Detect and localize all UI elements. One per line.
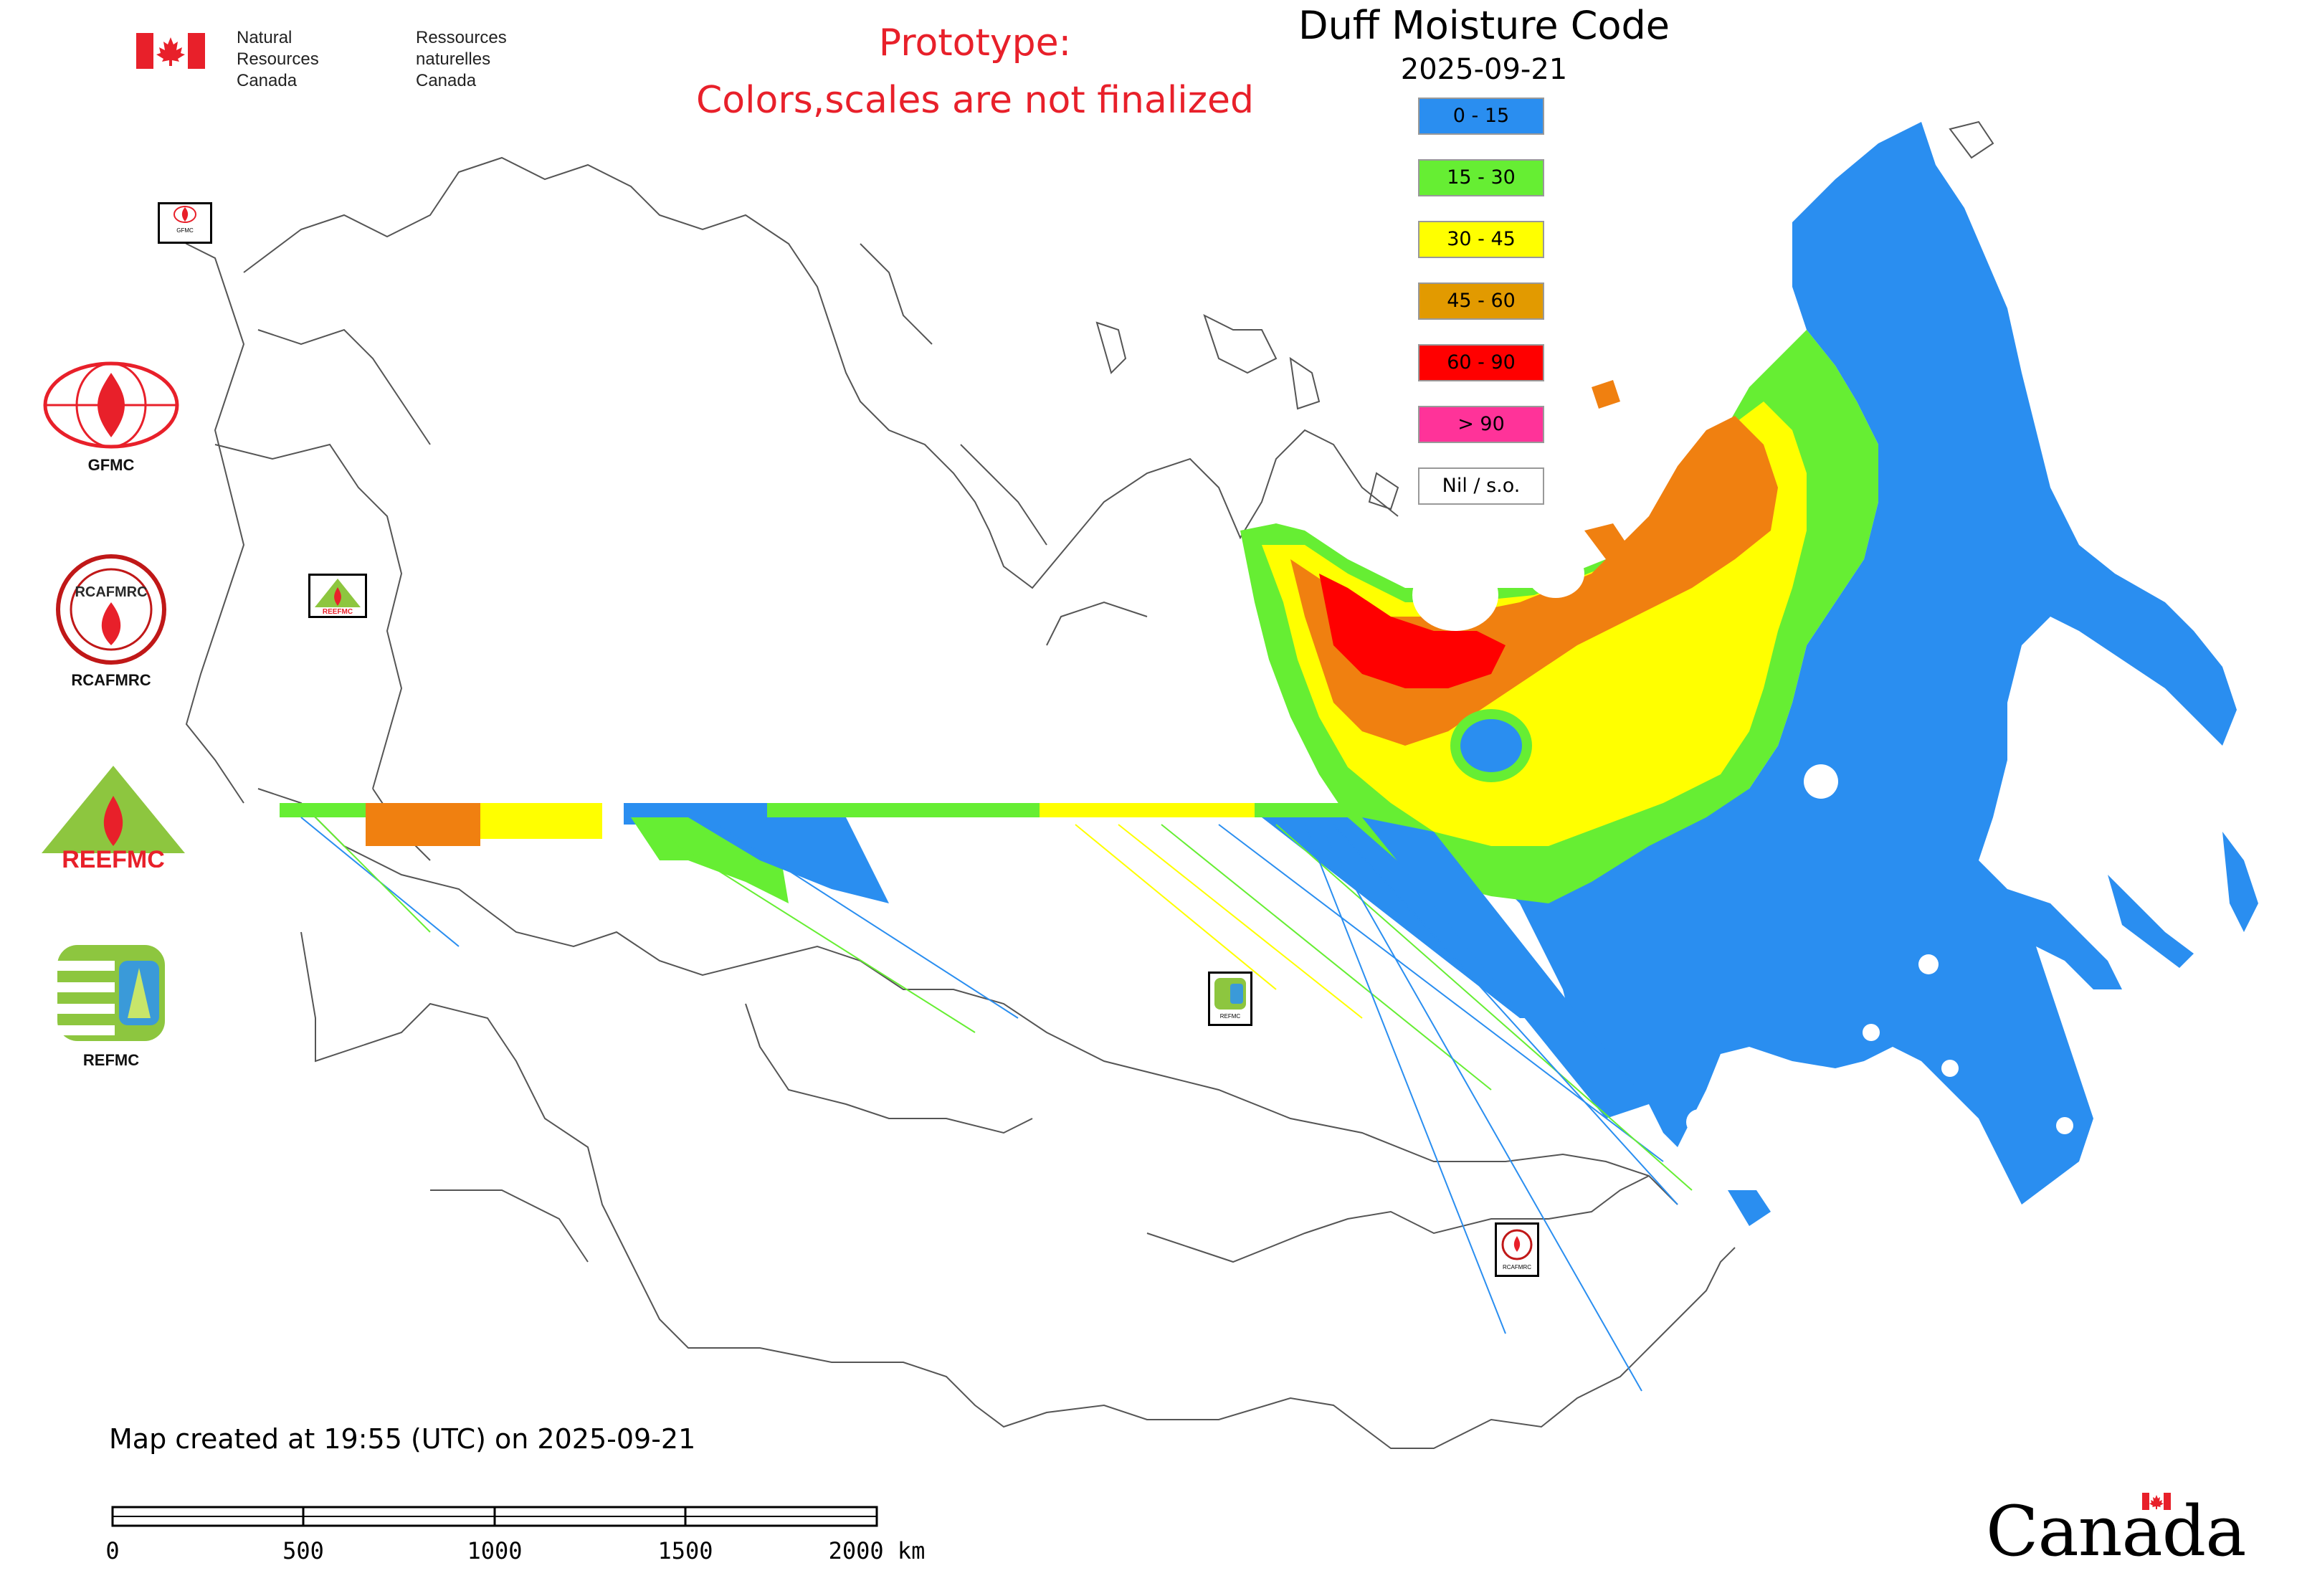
no-data-hole	[1863, 1024, 1880, 1041]
scale-label-500: 500	[282, 1537, 324, 1564]
rcafmrc-label: RCAFMRC	[71, 671, 151, 689]
prototype-line2: Colors,scales are not finalized	[695, 79, 1255, 122]
reefmc-marker-label: REEFMC	[323, 608, 353, 616]
refmc-logo-block: REFMC	[50, 939, 172, 1070]
refmc-map-marker[interactable]: REFMC	[1208, 972, 1252, 1026]
scale-label-0: 0	[105, 1537, 120, 1564]
no-data-hole	[1527, 549, 1584, 598]
gfmc-logo-block: GFMC	[36, 358, 186, 475]
no-data-hole	[1941, 1060, 1959, 1077]
legend-item-nil: Nil / s.o.	[1418, 467, 1544, 505]
map-title: Duff Moisture Code	[1298, 3, 1670, 48]
canada-wordmark-flag-icon	[2142, 1493, 2171, 1510]
rcafmrc-marker-label: RCAFMRC	[1503, 1264, 1531, 1270]
dmc-island	[1592, 380, 1620, 409]
streak-strip	[1040, 803, 1255, 817]
agency-name-fr: Ressources naturelles Canada	[416, 27, 507, 92]
dmc-island	[2108, 875, 2194, 968]
scale-label-1000: 1000	[467, 1537, 523, 1564]
prototype-notice: Prototype: Colors,scales are not finaliz…	[631, 14, 1319, 129]
no-data-hole	[1686, 1109, 1712, 1135]
streak-lines	[300, 817, 1693, 1392]
streak-strip	[1255, 803, 1355, 817]
legend-item-45-60: 45 - 60	[1418, 282, 1544, 320]
canada-wordmark: Canada	[1986, 1491, 2246, 1572]
refmc-logo-icon	[57, 945, 165, 1041]
streak-wedge	[1362, 817, 1649, 1118]
refmc-label: REFMC	[82, 1051, 140, 1069]
svg-text:RCAFMRC: RCAFMRC	[75, 584, 147, 600]
dmc-island	[1584, 523, 1627, 559]
reefmc-logo-icon: REEFMC	[42, 766, 185, 873]
streak-strip	[480, 803, 602, 839]
scale-label-1500: 1500	[657, 1537, 713, 1564]
agency-name-en: Natural Resources Canada	[237, 27, 319, 92]
dmc-streak-band	[280, 803, 1693, 1392]
dmc-blue-lake	[1450, 709, 1532, 782]
scale-label-2000: 2000 km	[828, 1537, 926, 1564]
no-data-hole	[1804, 764, 1838, 799]
rcafmrc-map-marker[interactable]: RCAFMRC	[1495, 1222, 1539, 1277]
gfmc-marker-label: GFMC	[176, 227, 194, 234]
canada-wordmark-text: Canada	[1986, 1491, 2246, 1572]
legend-item-60-90: 60 - 90	[1418, 344, 1544, 381]
reefmc-logo-block: REEFMC	[34, 760, 192, 873]
no-data-hole	[1918, 954, 1939, 974]
reefmc-map-marker[interactable]: REEFMC	[308, 574, 367, 618]
legend-item-gt-90: > 90	[1418, 406, 1544, 443]
no-data-hole	[2056, 1117, 2073, 1134]
streak-strip	[280, 803, 366, 817]
agency-en-line1: Natural Resources	[237, 28, 319, 69]
dmc-zone-60-90	[1319, 574, 1506, 688]
agency-fr-line2: Canada	[416, 71, 477, 90]
prototype-line1: Prototype:	[878, 22, 1072, 65]
reefmc-wordmark: REEFMC	[62, 846, 165, 868]
no-data-hole	[1412, 559, 1498, 631]
dmc-zone-0-15	[1348, 122, 2237, 1205]
agency-fr-line1: Ressources naturelles	[416, 28, 507, 69]
scale-bar: 0 500 1000 1500 2000 km	[105, 1506, 925, 1564]
rcafmrc-logo-icon: RCAFMRC	[56, 554, 166, 665]
gfmc-label: GFMC	[87, 456, 135, 474]
rcafmrc-logo-block: RCAFMRC RCAFMRC	[43, 552, 179, 690]
map-date: 2025-09-21	[1400, 53, 1568, 86]
gfmc-marker-icon	[173, 206, 196, 223]
reefmc-marker-icon: REEFMC	[315, 579, 361, 616]
rcafmrc-marker-icon: RCAFMRC	[1501, 1229, 1533, 1270]
legend-item-30-45: 30 - 45	[1418, 221, 1544, 258]
gfmc-map-marker[interactable]: GFMC	[158, 202, 212, 244]
legend-item-0-15: 0 - 15	[1418, 98, 1544, 135]
dmc-island	[1728, 1190, 1771, 1226]
dmc-data-layer	[1240, 122, 2258, 1226]
legend-item-15-30: 15 - 30	[1418, 159, 1544, 196]
refmc-marker-icon: REFMC	[1214, 978, 1246, 1020]
map-created-timestamp: Map created at 19:55 (UTC) on 2025-09-21	[109, 1423, 696, 1455]
scale-bar-graphic	[111, 1506, 878, 1527]
streak-strip	[366, 803, 480, 846]
refmc-marker-label: REFMC	[1220, 1013, 1241, 1020]
agency-en-line2: Canada	[237, 71, 298, 90]
streak-strip	[767, 803, 1040, 817]
dmc-island	[2222, 832, 2258, 932]
country-boundaries	[164, 120, 1994, 1449]
canada-flag-icon	[136, 33, 205, 69]
gfmc-logo-icon	[43, 361, 179, 449]
